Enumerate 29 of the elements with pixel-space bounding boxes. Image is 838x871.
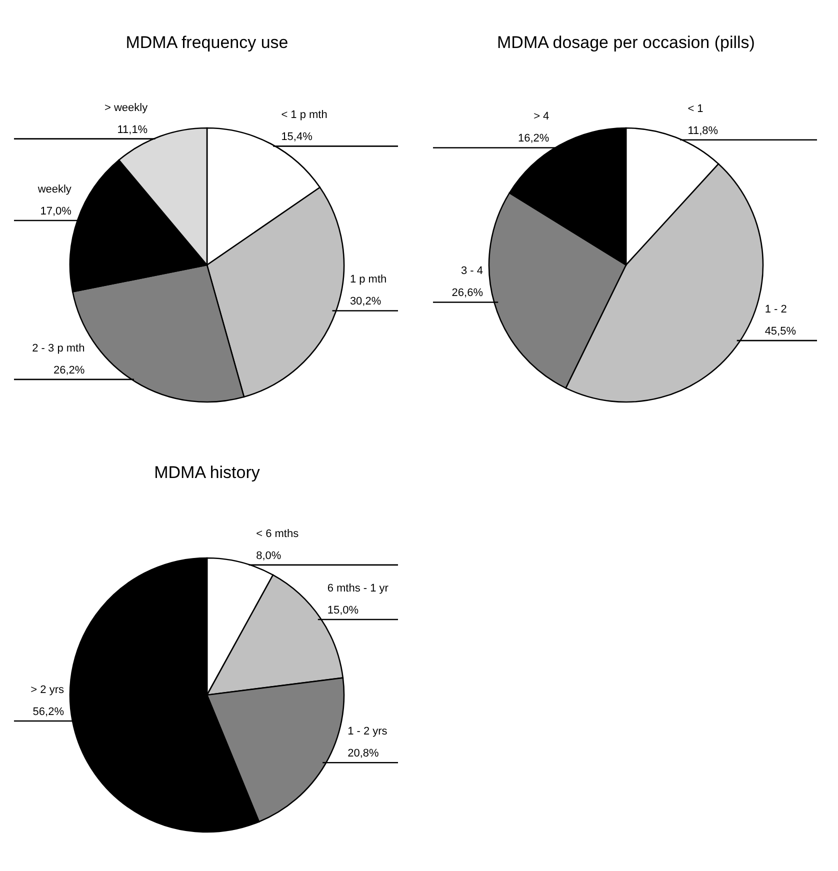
data-label: 15,0% [327,604,359,617]
data-label: 11,1% [117,124,148,136]
slice-label: 3 - 4 [460,265,483,278]
data-label: 8,0% [256,550,282,562]
slice-label: < 1 [688,102,704,115]
slice-label: weekly [36,183,72,196]
slice-label: 2 - 3 p mth [32,342,85,354]
slice-label: > weekly [104,102,148,114]
data-label: 26,2% [54,364,85,376]
slice-label: 1 p mth [350,274,387,286]
data-label: 45,5% [764,326,796,338]
data-label: 16,2% [518,132,550,145]
slice-label: < 6 mths [256,528,300,540]
slice-label: < 1 p mth [281,109,328,122]
slice-label: > 4 [534,110,550,123]
data-label: 30,2% [350,296,382,308]
chart-title: MDMA history [154,463,260,482]
data-label: 26,6% [452,287,484,300]
data-label: 17,0% [40,205,72,218]
slice-label: 6 mths - 1 yr [327,582,389,595]
data-label: 11,8% [688,124,718,137]
chart-title: MDMA dosage per occasion (pills) [497,33,755,52]
chart-title: MDMA frequency use [126,33,288,52]
data-label: 56,2% [32,706,64,718]
data-label: 20,8% [348,748,379,760]
data-label: 15,4% [281,131,313,144]
slice-label: > 2 yrs [30,684,64,696]
slice-label: 1 - 2 yrs [348,726,388,738]
slice-label: 1 - 2 [764,304,787,316]
